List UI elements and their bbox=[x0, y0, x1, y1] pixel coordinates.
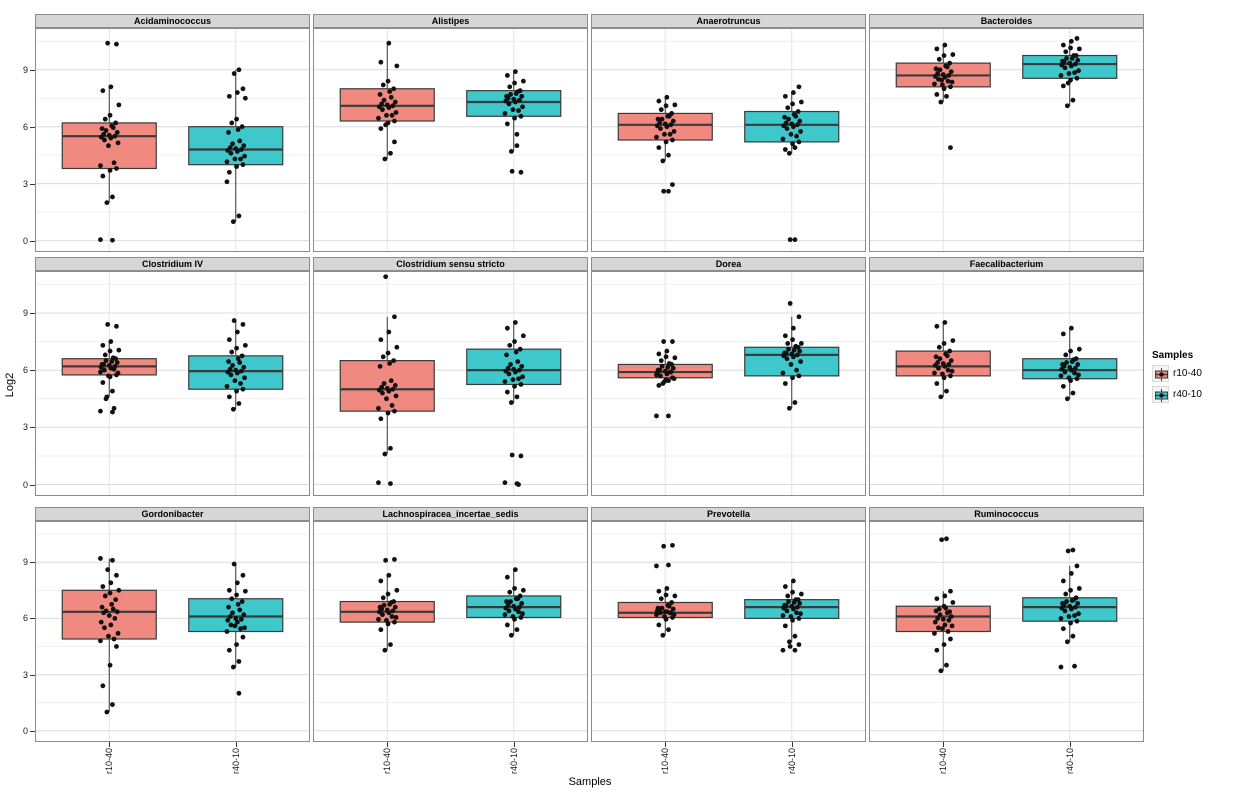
boxplot-canvas bbox=[35, 521, 310, 742]
facet-title: Acidaminococcus bbox=[35, 14, 310, 28]
boxplot-canvas bbox=[313, 28, 588, 252]
facet-panel: Clostridium IV bbox=[35, 257, 310, 496]
y-tick-label: 6 bbox=[22, 365, 28, 375]
x-tick-mark bbox=[943, 742, 944, 747]
facet-panel: Clostridium sensu stricto bbox=[313, 257, 588, 496]
facet-panel: Faecalibacterium bbox=[869, 257, 1144, 496]
y-tick-label: 9 bbox=[22, 557, 28, 567]
y-tick-mark bbox=[30, 485, 35, 486]
y-tick-mark bbox=[30, 731, 35, 732]
y-tick-mark bbox=[30, 313, 35, 314]
x-tick-label: r10-40 bbox=[382, 748, 392, 775]
facet-panel: Acidaminococcus bbox=[35, 14, 310, 252]
y-tick-mark bbox=[30, 127, 35, 128]
y-tick-label: 0 bbox=[22, 236, 28, 246]
boxplot-canvas bbox=[591, 271, 866, 496]
facet-panel: Anaerotruncus bbox=[591, 14, 866, 252]
boxplot-canvas bbox=[869, 28, 1144, 252]
y-tick-label: 0 bbox=[22, 726, 28, 736]
legend: Samples r10-40 r40-10 bbox=[1152, 350, 1202, 407]
facet-panel: Ruminococcus bbox=[869, 507, 1144, 742]
y-tick-label: 6 bbox=[22, 122, 28, 132]
facet-title: Gordonibacter bbox=[35, 507, 310, 521]
x-tick-mark bbox=[792, 742, 793, 747]
facet-title: Alistipes bbox=[313, 14, 588, 28]
boxplot-key-icon bbox=[1152, 365, 1169, 382]
x-tick-label: r40-10 bbox=[231, 748, 241, 775]
y-tick-label: 9 bbox=[22, 65, 28, 75]
x-tick-mark bbox=[514, 742, 515, 747]
y-tick-mark bbox=[30, 184, 35, 185]
y-tick-label: 3 bbox=[22, 670, 28, 680]
x-tick-label: r10-40 bbox=[660, 748, 670, 775]
facet-title: Prevotella bbox=[591, 507, 866, 521]
y-tick-mark bbox=[30, 241, 35, 242]
x-tick-label: r40-10 bbox=[1065, 748, 1075, 775]
y-tick-mark bbox=[30, 70, 35, 71]
x-tick-label: r10-40 bbox=[938, 748, 948, 775]
facet-panel: Alistipes bbox=[313, 14, 588, 252]
y-tick-label: 0 bbox=[22, 480, 28, 490]
boxplot-canvas bbox=[35, 271, 310, 496]
facet-title: Dorea bbox=[591, 257, 866, 271]
legend-entry: r40-10 bbox=[1152, 386, 1202, 403]
x-tick-mark bbox=[109, 742, 110, 747]
legend-entry-label: r40-10 bbox=[1173, 389, 1202, 400]
facet-title: Clostridium sensu stricto bbox=[313, 257, 588, 271]
boxplot-canvas bbox=[35, 28, 310, 252]
facet-panel: Bacteroides bbox=[869, 14, 1144, 252]
y-tick-mark bbox=[30, 370, 35, 371]
boxplot-canvas bbox=[591, 28, 866, 252]
y-tick-mark bbox=[30, 618, 35, 619]
x-tick-label: r40-10 bbox=[509, 748, 519, 775]
y-tick-mark bbox=[30, 427, 35, 428]
legend-entry-label: r10-40 bbox=[1173, 368, 1202, 379]
y-tick-mark bbox=[30, 562, 35, 563]
x-tick-mark bbox=[387, 742, 388, 747]
x-tick-label: r40-10 bbox=[787, 748, 797, 775]
facet-panel: Prevotella bbox=[591, 507, 866, 742]
x-axis-title: Samples bbox=[568, 776, 612, 788]
facet-panel: Dorea bbox=[591, 257, 866, 496]
x-tick-mark bbox=[665, 742, 666, 747]
facet-title: Lachnospiracea_incertae_sedis bbox=[313, 507, 588, 521]
legend-entry: r10-40 bbox=[1152, 365, 1202, 382]
y-tick-label: 6 bbox=[22, 613, 28, 623]
y-tick-label: 9 bbox=[22, 308, 28, 318]
boxplot-canvas bbox=[313, 521, 588, 742]
x-tick-label: r10-40 bbox=[104, 748, 114, 775]
boxplot-canvas bbox=[869, 271, 1144, 496]
facet-title: Anaerotruncus bbox=[591, 14, 866, 28]
y-tick-mark bbox=[30, 675, 35, 676]
facet-panel: Lachnospiracea_incertae_sedis bbox=[313, 507, 588, 742]
boxplot-canvas bbox=[313, 271, 588, 496]
x-tick-mark bbox=[236, 742, 237, 747]
boxplot-canvas bbox=[591, 521, 866, 742]
facet-title: Bacteroides bbox=[869, 14, 1144, 28]
facet-panel: Gordonibacter bbox=[35, 507, 310, 742]
facet-title: Ruminococcus bbox=[869, 507, 1144, 521]
legend-title: Samples bbox=[1152, 350, 1194, 361]
boxplot-key-icon bbox=[1152, 386, 1169, 403]
facet-title: Clostridium IV bbox=[35, 257, 310, 271]
facet-title: Faecalibacterium bbox=[869, 257, 1144, 271]
y-axis-title: Log2 bbox=[4, 372, 16, 398]
y-tick-label: 3 bbox=[22, 422, 28, 432]
boxplot-canvas bbox=[869, 521, 1144, 742]
x-tick-mark bbox=[1070, 742, 1071, 747]
y-tick-label: 3 bbox=[22, 179, 28, 189]
